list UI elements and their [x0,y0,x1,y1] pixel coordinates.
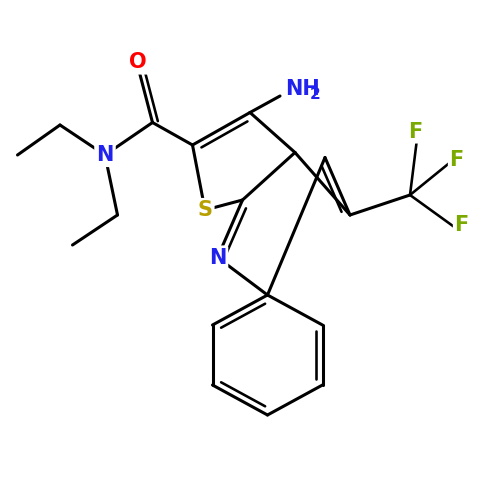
Text: N: N [96,145,114,165]
Text: NH: NH [285,80,320,100]
Text: 2: 2 [310,87,320,102]
Text: F: F [454,215,468,235]
Text: F: F [408,122,422,142]
Text: F: F [449,150,463,170]
Text: S: S [198,200,212,220]
Text: N: N [209,248,226,268]
Text: O: O [128,52,146,72]
